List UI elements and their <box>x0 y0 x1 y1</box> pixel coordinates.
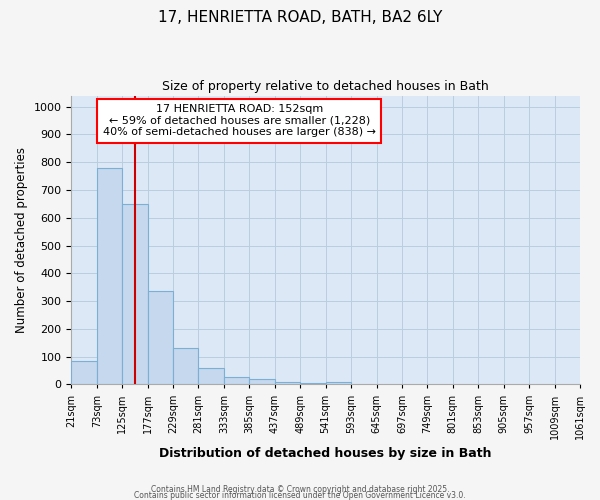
Bar <box>173 348 199 385</box>
Bar <box>122 204 148 384</box>
Y-axis label: Number of detached properties: Number of detached properties <box>15 147 28 333</box>
Title: Size of property relative to detached houses in Bath: Size of property relative to detached ho… <box>162 80 489 93</box>
Text: 17, HENRIETTA ROAD, BATH, BA2 6LY: 17, HENRIETTA ROAD, BATH, BA2 6LY <box>158 10 442 25</box>
Bar <box>148 292 173 384</box>
Bar <box>97 168 122 384</box>
Bar <box>71 362 97 384</box>
Bar <box>224 378 250 384</box>
X-axis label: Distribution of detached houses by size in Bath: Distribution of detached houses by size … <box>160 447 492 460</box>
Bar <box>275 382 300 384</box>
Bar <box>199 368 224 384</box>
Text: Contains HM Land Registry data © Crown copyright and database right 2025.: Contains HM Land Registry data © Crown c… <box>151 484 449 494</box>
Bar <box>250 379 275 384</box>
Text: 17 HENRIETTA ROAD: 152sqm
← 59% of detached houses are smaller (1,228)
40% of se: 17 HENRIETTA ROAD: 152sqm ← 59% of detac… <box>103 104 376 138</box>
Text: Contains public sector information licensed under the Open Government Licence v3: Contains public sector information licen… <box>134 490 466 500</box>
Bar <box>300 382 326 384</box>
Bar <box>326 382 351 384</box>
